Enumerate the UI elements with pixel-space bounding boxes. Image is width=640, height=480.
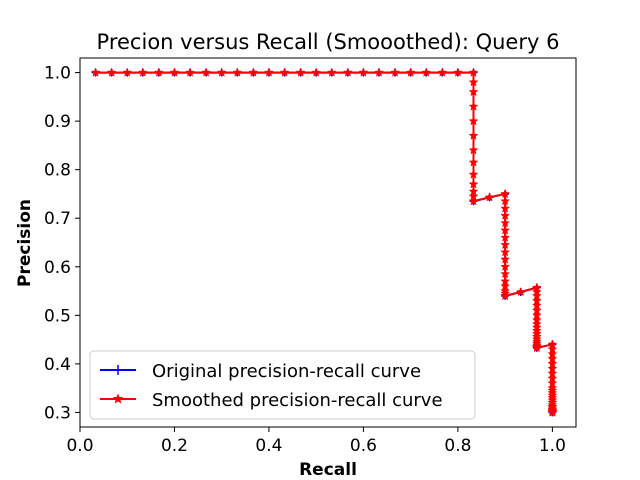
data-point [500,268,511,279]
data-point [468,101,479,111]
data-point [500,188,511,199]
data-point [106,67,117,77]
legend: Original precision-recall curve Smoothed… [89,350,476,420]
y-axis-label: Precision [15,199,35,287]
data-point [500,232,511,242]
data-point [547,407,558,417]
data-point [468,157,479,167]
data-point [500,261,511,271]
data-point [468,169,479,179]
data-point [390,67,400,77]
legend-marker-original [113,365,123,375]
data-point [500,254,511,264]
data-point [153,67,164,77]
y-tick-label: 1.0 [44,64,71,84]
plot-frame [79,57,577,428]
data-point [169,67,180,77]
plot-area [79,57,577,428]
data-point [468,77,479,87]
data-point [453,67,463,77]
data-point [232,67,243,77]
chart-title: Precion versus Recall (Smooothed): Query… [97,30,560,54]
data-point [500,210,511,220]
y-tick-label: 0.5 [44,306,71,326]
x-tick-label: 0.6 [350,436,377,456]
data-point [468,179,479,189]
data-point [374,67,384,77]
data-point [484,192,495,202]
x-tick-label: 0.4 [255,436,282,456]
data-point [185,67,195,77]
legend-marker-smoothed [112,393,124,404]
data-point [358,67,369,77]
data-point [90,67,101,77]
series-smoothed [90,67,558,417]
data-point [264,67,274,77]
data-point [326,67,337,77]
data-point [500,290,511,301]
data-point [500,225,511,235]
data-point [201,67,212,77]
y-tick-label: 0.8 [44,161,71,181]
x-axis-ticks: 0.0 0.2 0.4 0.6 0.8 1.0 [66,427,566,456]
data-point [468,86,479,97]
data-point [421,67,432,77]
x-tick-label: 0.0 [66,436,93,456]
legend-label-original: Original precision-recall curve [152,361,421,382]
series-layer [90,67,558,417]
data-point [531,342,542,353]
data-point [248,67,259,77]
y-tick-label: 0.7 [44,209,71,229]
data-point [468,145,479,155]
data-point [500,247,511,257]
legend-box [89,350,476,420]
y-tick-label: 0.4 [44,355,71,375]
data-point [295,67,306,77]
data-point [500,217,511,228]
data-point [468,130,479,140]
y-axis-ticks: 0.3 0.4 0.5 0.6 0.7 0.8 0.9 1.0 [44,64,80,423]
data-point [342,67,353,77]
y-tick-label: 0.6 [44,258,71,278]
data-point [515,286,526,297]
data-point [500,239,511,250]
data-point [468,196,479,206]
legend-label-smoothed: Smoothed precision-recall curve [152,390,443,411]
data-point [137,67,148,77]
data-point [500,203,511,213]
data-point [279,67,290,77]
data-point [468,67,479,77]
data-point [437,67,448,77]
x-tick-label: 1.0 [539,436,566,456]
x-tick-label: 0.8 [444,436,471,456]
x-tick-label: 0.2 [161,436,188,456]
y-tick-label: 0.3 [44,403,71,423]
data-point [216,67,227,77]
data-point [468,115,479,126]
data-point [405,67,416,77]
data-point [311,67,322,77]
data-point [122,67,133,77]
y-tick-label: 0.9 [44,112,71,132]
data-point [500,196,511,206]
x-axis-label: Recall [299,460,357,480]
